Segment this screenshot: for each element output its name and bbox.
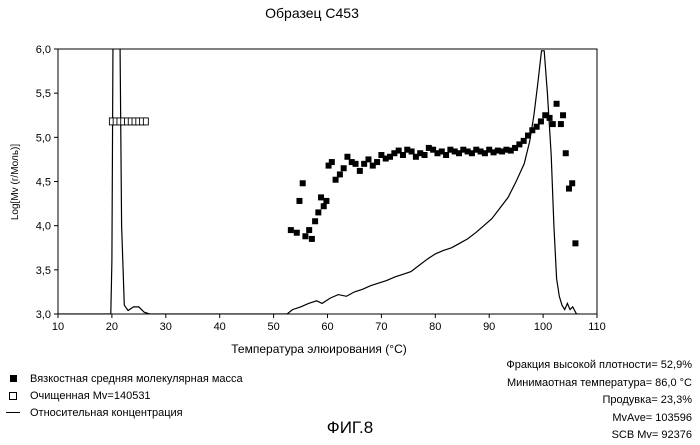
viscosity-mass-point bbox=[306, 227, 312, 233]
y-tick-label: 3,5 bbox=[36, 265, 51, 277]
viscosity-mass-point bbox=[547, 115, 553, 121]
viscosity-mass-point bbox=[353, 161, 359, 167]
y-tick-label: 5,0 bbox=[36, 132, 51, 144]
stat-high-density-fraction: Фракция высокой плотности= 52,9% bbox=[506, 357, 692, 375]
viscosity-mass-point bbox=[560, 112, 566, 118]
x-tick-label: 90 bbox=[483, 321, 495, 333]
y-tick-label: 5,5 bbox=[36, 88, 51, 100]
viscosity-mass-point bbox=[323, 198, 329, 204]
figure-label: ФИГ.8 bbox=[0, 418, 700, 438]
viscosity-mass-point bbox=[566, 186, 572, 192]
viscosity-mass-point bbox=[554, 101, 560, 107]
concentration-line bbox=[58, 40, 578, 314]
viscosity-mass-point bbox=[563, 150, 569, 156]
viscosity-mass-point bbox=[422, 152, 428, 158]
open-square-icon bbox=[6, 392, 20, 400]
line-icon bbox=[6, 412, 20, 414]
purified-point bbox=[143, 118, 148, 125]
x-tick-label: 110 bbox=[588, 321, 606, 333]
stat-min-temperature: Минимаотная температура= 86,0 °C bbox=[506, 375, 692, 393]
viscosity-mass-point bbox=[312, 218, 318, 224]
x-tick-label: 20 bbox=[106, 321, 118, 333]
viscosity-mass-point bbox=[525, 133, 531, 139]
plot-area bbox=[58, 40, 578, 314]
viscosity-mass-point bbox=[302, 233, 308, 239]
viscosity-mass-point bbox=[521, 138, 527, 144]
x-tick-label: 40 bbox=[214, 321, 226, 333]
viscosity-mass-point bbox=[321, 203, 327, 209]
viscosity-mass-point bbox=[329, 159, 335, 165]
x-tick-label: 70 bbox=[375, 321, 387, 333]
y-axis-label: Log[Mv (г/Моль)] bbox=[10, 144, 21, 220]
viscosity-mass-point bbox=[294, 230, 300, 236]
viscosity-mass-point bbox=[318, 194, 324, 200]
y-tick-label: 6,0 bbox=[36, 44, 51, 56]
x-axis-label: Температура элюирования (°C) bbox=[231, 342, 406, 356]
viscosity-mass-point bbox=[296, 198, 302, 204]
viscosity-mass-point bbox=[572, 240, 578, 246]
viscosity-mass-point bbox=[333, 177, 339, 183]
y-tick-label: 3,0 bbox=[36, 309, 51, 321]
viscosity-mass-point bbox=[569, 180, 575, 186]
viscosity-mass-point bbox=[300, 180, 306, 186]
legend-label: Вязкостная средняя молекулярная масса bbox=[30, 373, 243, 385]
viscosity-mass-point bbox=[288, 227, 294, 233]
x-tick-label: 30 bbox=[160, 321, 172, 333]
y-tick-label: 4,5 bbox=[36, 177, 51, 189]
x-tick-label: 100 bbox=[534, 321, 552, 333]
legend-label: Относительная концентрация bbox=[30, 407, 183, 419]
filled-square-icon bbox=[6, 375, 20, 382]
chart-title: Образец С453 bbox=[265, 5, 359, 21]
viscosity-mass-point bbox=[341, 165, 347, 171]
viscosity-mass-point bbox=[550, 121, 556, 127]
viscosity-mass-point bbox=[309, 236, 315, 242]
viscosity-mass-point bbox=[365, 156, 371, 162]
x-tick-label: 60 bbox=[321, 321, 333, 333]
legend-item-purified: Очищенная Mv=140531 bbox=[6, 387, 243, 404]
x-tick-label: 50 bbox=[267, 321, 279, 333]
viscosity-mass-point bbox=[374, 159, 380, 165]
viscosity-mass-point bbox=[534, 124, 540, 130]
viscosity-mass-point bbox=[558, 121, 564, 127]
viscosity-mass-point bbox=[538, 118, 544, 124]
viscosity-mass-point bbox=[315, 209, 321, 215]
plot-clip-group bbox=[58, 40, 578, 314]
legend: Вязкостная средняя молекулярная масса Оч… bbox=[6, 370, 243, 421]
x-tick-label: 10 bbox=[52, 321, 64, 333]
y-tick-label: 4,0 bbox=[36, 221, 51, 233]
legend-label: Очищенная Mv=140531 bbox=[30, 390, 151, 402]
viscosity-mass-point bbox=[409, 148, 415, 154]
viscosity-mass-point bbox=[443, 152, 449, 158]
chart: Образец С453 10 20 30 40 50 60 70 80 90 100 110 3,0… bbox=[0, 0, 700, 360]
viscosity-mass-point bbox=[344, 154, 350, 160]
x-tick-label: 80 bbox=[429, 321, 441, 333]
legend-item-viscosity-mass: Вязкостная средняя молекулярная масса bbox=[6, 370, 243, 387]
viscosity-mass-point bbox=[337, 171, 343, 177]
stat-purge: Продувка= 23,3% bbox=[506, 392, 692, 410]
viscosity-mass-point bbox=[357, 168, 363, 174]
viscosity-mass-point bbox=[400, 152, 406, 158]
